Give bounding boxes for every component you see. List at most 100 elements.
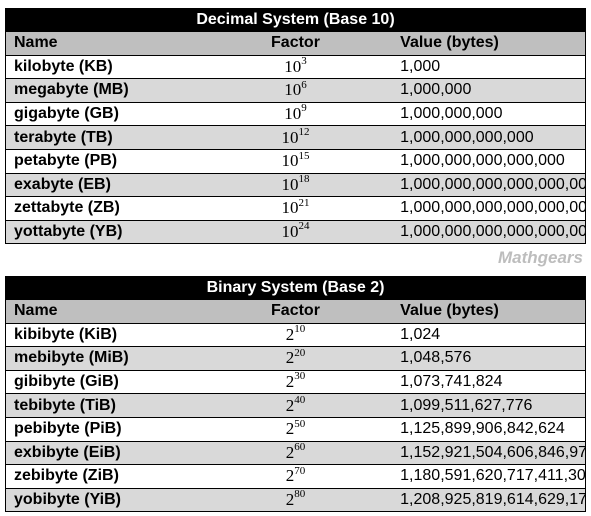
binary-system-table: Binary System (Base 2) Name Factor Value… (4, 276, 587, 513)
unit-name: mebibyte (MiB) (4, 346, 199, 371)
unit-factor: 103 (198, 54, 393, 80)
unit-value-bytes: 1,000,000,000,000,000,000 (392, 172, 587, 198)
table-row: yottabyte (YB) 1024 1,000,000,000,000,000,… (4, 219, 587, 245)
factor-exponent: 3 (301, 55, 307, 68)
unit-factor: 270 (198, 464, 393, 489)
factor-base: 10 (281, 198, 299, 218)
factor-base: 10 (284, 56, 302, 76)
table-row: yobibyte (YiB) 280 1,208,925,819,614,629,1… (4, 487, 587, 513)
table-row: pebibyte (PiB) 250 1,125,899,906,842,624 (4, 416, 587, 442)
factor-base: 2 (285, 395, 295, 415)
column-header-name: Name (4, 31, 199, 56)
unit-value-bytes: 1,180,591,620,717,411,303,424 (392, 464, 587, 489)
unit-value-bytes: 1,099,511,627,776 (392, 393, 587, 418)
unit-value-bytes: 1,073,741,824 (392, 369, 587, 395)
table-row: kibibyte (KiB) 210 1,024 (4, 322, 587, 348)
unit-name: tebibyte (TiB) (4, 393, 199, 418)
factor-exponent: 21 (298, 196, 310, 209)
unit-value-bytes: 1,000,000,000,000 (392, 125, 587, 150)
table-body: kilobyte (KB) 103 1,000 megabyte (MB) 106 1,0… (4, 54, 587, 245)
unit-value-bytes: 1,000,000,000 (392, 101, 587, 127)
factor-exponent: 12 (298, 126, 310, 139)
table-row: terabyte (TB) 1012 1,000,000,000,000 (4, 125, 587, 150)
unit-factor: 240 (198, 393, 393, 418)
unit-name: kilobyte (KB) (4, 54, 199, 80)
unit-value-bytes: 1,000,000,000,000,000 (392, 148, 587, 174)
factor-base: 2 (285, 348, 295, 368)
factor-base: 2 (285, 324, 295, 344)
unit-factor: 230 (198, 369, 393, 395)
unit-value-bytes: 1,125,899,906,842,624 (392, 416, 587, 442)
unit-name: yobibyte (YiB) (4, 487, 199, 513)
factor-exponent: 50 (294, 417, 306, 430)
unit-name: petabyte (PB) (4, 148, 199, 174)
unit-factor: 220 (198, 346, 393, 371)
unit-name: zettabyte (ZB) (4, 196, 199, 221)
factor-base: 10 (284, 80, 302, 100)
table-row: zettabyte (ZB) 1021 1,000,000,000,000,000,… (4, 196, 587, 221)
table-row: mebibyte (MiB) 220 1,048,576 (4, 346, 587, 371)
factor-exponent: 24 (298, 220, 310, 233)
unit-factor: 280 (198, 487, 393, 513)
factor-exponent: 80 (294, 488, 306, 501)
factor-exponent: 40 (294, 394, 306, 407)
unit-name: megabyte (MB) (4, 78, 199, 103)
table-row: petabyte (PB) 1015 1,000,000,000,000,000 (4, 148, 587, 174)
factor-base: 10 (284, 104, 302, 124)
unit-factor: 106 (198, 78, 393, 103)
factor-base: 10 (281, 174, 299, 194)
table-row: kilobyte (KB) 103 1,000 (4, 54, 587, 80)
factor-exponent: 70 (294, 464, 306, 477)
watermark: Mathgears (497, 248, 583, 267)
unit-name: exabyte (EB) (4, 172, 199, 198)
unit-factor: 1012 (198, 125, 393, 150)
factor-exponent: 9 (301, 102, 307, 115)
table-row: megabyte (MB) 106 1,000,000 (4, 78, 587, 103)
column-header-value: Value (bytes) (392, 299, 587, 324)
factor-exponent: 10 (294, 323, 306, 336)
unit-name: pebibyte (PiB) (4, 416, 199, 442)
unit-factor: 1018 (198, 172, 393, 198)
unit-name: yottabyte (YB) (4, 219, 199, 245)
factor-base: 2 (285, 466, 295, 486)
factor-base: 10 (281, 151, 299, 171)
table-title: Decimal System (Base 10) (5, 8, 586, 32)
factor-exponent: 6 (301, 78, 307, 91)
table-title: Binary System (Base 2) (5, 276, 586, 300)
unit-factor: 250 (198, 416, 393, 442)
unit-value-bytes: 1,024 (392, 322, 587, 348)
factor-base: 2 (285, 442, 295, 462)
factor-exponent: 20 (294, 346, 306, 359)
unit-value-bytes: 1,000,000,000,000,000,000,000 (392, 196, 587, 221)
column-header-factor: Factor (198, 31, 393, 56)
factor-exponent: 18 (298, 173, 310, 186)
table-row: gigabyte (GB) 109 1,000,000,000 (4, 101, 587, 127)
column-header-value: Value (bytes) (392, 31, 587, 56)
unit-name: gigabyte (GB) (4, 101, 199, 127)
table-row: exabyte (EB) 1018 1,000,000,000,000,000,00… (4, 172, 587, 198)
unit-factor: 260 (198, 440, 393, 466)
unit-value-bytes: 1,000 (392, 54, 587, 80)
factor-base: 2 (285, 419, 295, 439)
factor-base: 10 (281, 127, 299, 147)
unit-factor: 1024 (198, 219, 393, 245)
unit-name: terabyte (TB) (4, 125, 199, 150)
table-row: tebibyte (TiB) 240 1,099,511,627,776 (4, 393, 587, 418)
factor-exponent: 15 (298, 149, 310, 162)
unit-factor: 1021 (198, 196, 393, 221)
unit-value-bytes: 1,000,000 (392, 78, 587, 103)
factor-base: 10 (281, 222, 299, 242)
unit-value-bytes: 1,208,925,819,614,629,174,706,176 (392, 487, 587, 513)
column-header-name: Name (4, 299, 199, 324)
unit-value-bytes: 1,152,921,504,606,846,976 (392, 440, 587, 466)
unit-name: exbibyte (EiB) (4, 440, 199, 466)
column-header-factor: Factor (198, 299, 393, 324)
factor-base: 2 (285, 372, 295, 392)
unit-value-bytes: 1,048,576 (392, 346, 587, 371)
table-header-row: Name Factor Value (bytes) (4, 299, 587, 324)
table-row: zebibyte (ZiB) 270 1,180,591,620,717,411,3… (4, 464, 587, 489)
unit-name: gibibyte (GiB) (4, 369, 199, 395)
factor-exponent: 60 (294, 441, 306, 454)
factor-exponent: 30 (294, 370, 306, 383)
unit-name: zebibyte (ZiB) (4, 464, 199, 489)
